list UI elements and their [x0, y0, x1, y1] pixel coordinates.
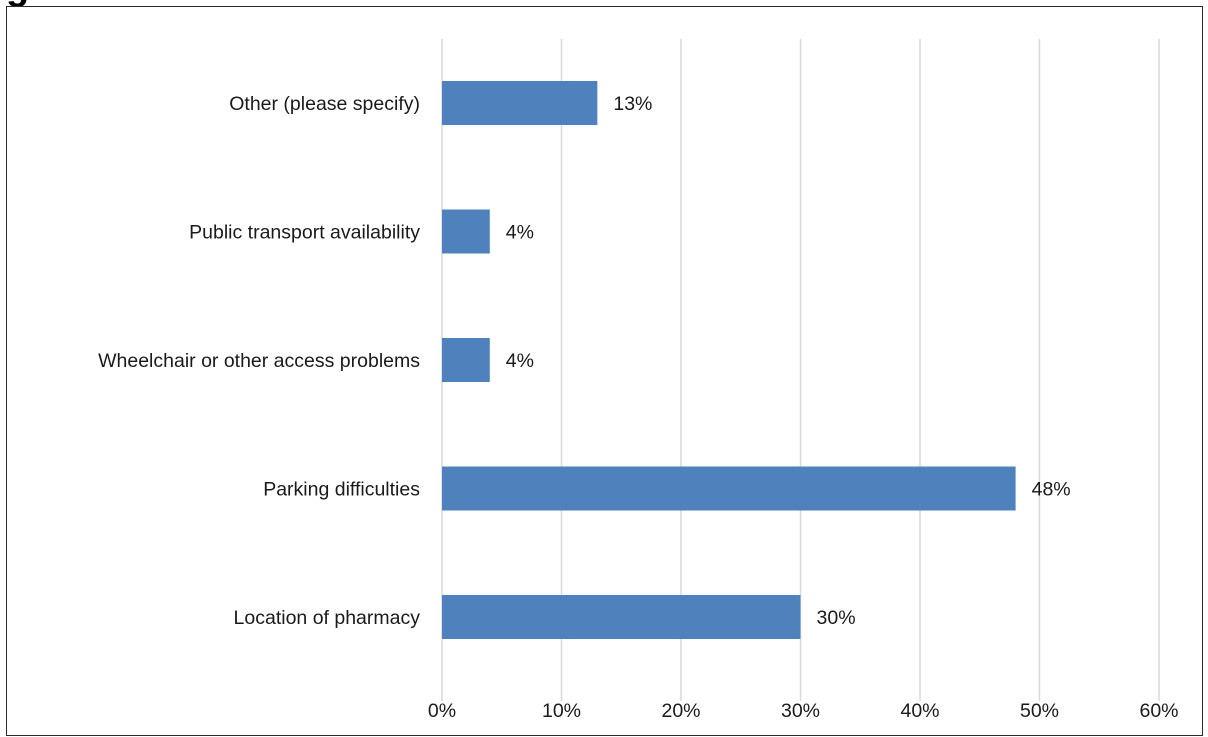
x-axis-tick-labels: 0% 10% 20% 30% 40% 50% 60% [428, 700, 1179, 722]
chart-frame: Other (please specify) Public transport a… [6, 6, 1203, 736]
x-tick-label: 50% [1020, 700, 1059, 722]
bar [442, 595, 801, 639]
bars [442, 81, 1016, 639]
x-tick-label: 10% [542, 700, 581, 722]
data-label: 4% [506, 350, 534, 372]
category-label: Parking difficulties [263, 479, 420, 501]
bar-chart: Other (please specify) Public transport a… [98, 39, 1179, 722]
category-label: Public transport availability [189, 222, 420, 244]
x-tick-label: 60% [1139, 700, 1178, 722]
bar [442, 81, 598, 125]
x-tick-label: 40% [900, 700, 939, 722]
category-label: Wheelchair or other access problems [98, 350, 420, 372]
bar [442, 338, 490, 382]
data-label: 4% [506, 222, 534, 244]
category-labels: Other (please specify) Public transport a… [98, 93, 420, 629]
x-tick-label: 20% [661, 700, 700, 722]
category-label: Other (please specify) [229, 93, 420, 115]
x-tick-label: 0% [428, 700, 456, 722]
data-label: 13% [613, 93, 652, 115]
gridlines [441, 39, 1160, 701]
data-label: 48% [1032, 479, 1071, 501]
category-label: Location of pharmacy [234, 607, 421, 629]
bar [442, 466, 1016, 511]
bar [442, 209, 490, 254]
value-labels: 13% 4% 4% 48% 30% [506, 93, 1071, 629]
data-label: 30% [817, 607, 856, 629]
x-tick-label: 30% [781, 700, 820, 722]
